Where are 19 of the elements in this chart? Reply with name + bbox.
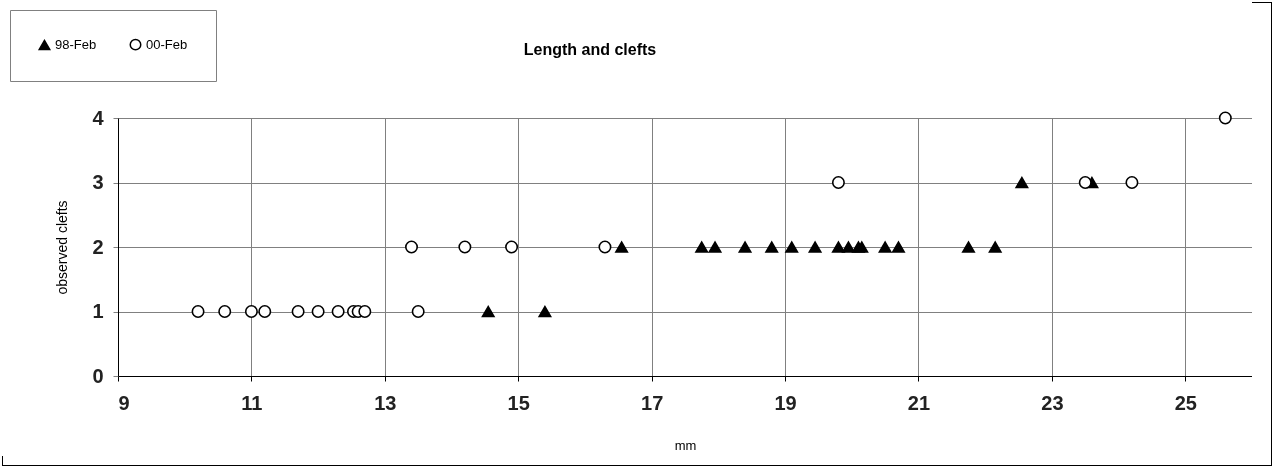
x-tick-label: 23: [1041, 391, 1064, 414]
x-tick-label: 11: [241, 391, 263, 414]
legend-label: 00-Feb: [146, 36, 188, 52]
y-tick-label: 0: [92, 364, 104, 387]
x-axis-title: mm: [674, 437, 697, 453]
chart-title: Length and clefts: [523, 40, 657, 58]
y-tick-label: 4: [92, 106, 105, 129]
y-tick-label: 2: [92, 235, 104, 258]
x-tick-label: 25: [1174, 391, 1197, 414]
x-tick-label: 9: [118, 391, 130, 414]
x-tick-label: 17: [641, 391, 664, 414]
x-tick-label: 21: [907, 391, 931, 414]
y-tick-label: 1: [92, 300, 104, 322]
legend-label: 98-Feb: [55, 36, 97, 52]
x-tick-label: 13: [374, 391, 397, 414]
y-axis-title: observed clefts: [54, 200, 71, 295]
x-tick-label: 19: [774, 391, 797, 414]
x-tick-label: 15: [507, 391, 530, 414]
y-tick-label: 3: [92, 171, 104, 193]
